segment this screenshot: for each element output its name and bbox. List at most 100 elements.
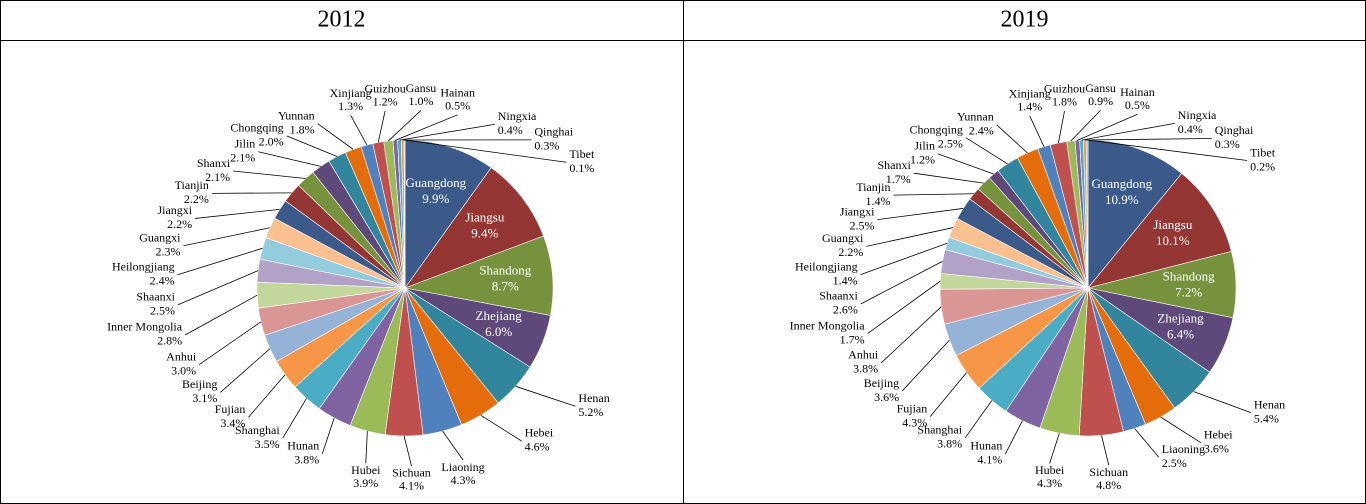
slice-label: Beijing [182,377,217,391]
leader-line [403,435,412,467]
leader-line [1084,138,1212,141]
slice-label: Zhejiang [1157,311,1204,326]
slice-value: 0.3% [1215,137,1240,151]
slice-label: Anhui [166,349,197,363]
slice-value: 3.5% [255,437,280,451]
slice-label: Guizhou [364,81,405,95]
slice-value: 3.8% [937,437,962,451]
slice-label: Heilongjiang [795,259,858,273]
slice-value: 1.3% [338,99,363,113]
leader-line [1070,109,1101,142]
slice-value: 0.1% [569,161,594,175]
slice-label: Hubei [1035,463,1065,477]
slice-value: 9.4% [471,226,498,241]
slice-value: 2.4% [150,273,175,287]
slice-value: 5.2% [578,405,603,419]
leader-line [877,208,964,221]
slice-label: Fujian [215,402,246,416]
slice-label: Yunnan [278,108,315,122]
leader-line [321,417,335,454]
slice-label: Hebei [1204,427,1233,441]
leader-line [929,372,967,417]
slice-value: 3.8% [294,453,319,467]
slice-value: 1.8% [290,122,315,136]
slice-label: Tianjin [175,178,209,192]
leader-line [1087,139,1248,161]
slice-label: Inner Mongolia [107,320,183,334]
slice-value: 3.8% [853,362,878,376]
pie-slice [404,167,544,289]
slice-value: 1.7% [886,172,911,186]
panel-title: 2019 [1001,7,1049,33]
slice-value: 1.2% [373,94,398,108]
leader-line [220,348,271,393]
leader-line [1049,433,1060,464]
leader-line [1101,435,1110,466]
slice-label: Inner Mongolia [790,318,866,332]
slice-value: 2.2% [184,192,209,206]
slice-label: Shandong [1163,269,1216,284]
slice-label: Hainan [440,86,475,100]
slice-label: Guangxi [822,231,864,245]
leader-line [395,114,458,141]
slice-value: 2.1% [205,170,230,184]
leader-line [937,153,994,175]
leader-line [893,193,974,196]
slice-value: 0.9% [1088,94,1113,108]
leader-line [1005,420,1023,455]
slice-label: Jiangsu [465,210,505,225]
leader-line [1160,416,1202,443]
leader-line [964,400,993,439]
slice-label: Tianjin [856,180,890,194]
slice-value: 4.1% [977,453,1002,467]
slice-label: Sichuan [392,466,431,480]
leader-line [177,270,259,306]
leader-line [860,261,943,305]
slice-label: Hubei [351,463,381,477]
slice-label: Ningxia [498,109,537,123]
leader-line [177,247,263,276]
slice-value: 1.2% [910,153,935,167]
leader-line [1058,110,1065,144]
slice-label: Shanxi [877,158,911,172]
slice-value: 8.7% [492,278,519,293]
leader-line [1029,115,1045,147]
leader-line [258,151,321,167]
slice-value: 7.2% [1175,285,1202,300]
leader-line [480,414,522,442]
slice-label: Henan [578,391,609,405]
slice-value: 2.5% [849,218,874,232]
leader-line [1081,122,1175,141]
leader-line [1077,113,1138,141]
leader-line [286,135,338,157]
slice-value: 1.4% [833,273,858,287]
slice-value: 2.4% [969,124,994,138]
slice-label: Shaanxi [819,289,858,303]
leader-line [365,431,368,464]
slice-label: Shanghai [235,423,280,437]
leader-line [350,114,368,146]
slice-label: Guizhou [1044,82,1085,96]
slice-value: 3.1% [192,391,217,405]
slice-value: 0.3% [534,139,559,153]
slice-value: 1.7% [840,332,865,346]
slice-label: Sichuan [1089,465,1128,479]
slice-label: Xinjiang [330,86,372,100]
slice-value: 2.5% [938,136,963,150]
slice-value: 10.9% [1105,192,1139,207]
slice-value: 1.4% [865,194,890,208]
slice-value: 5.4% [1254,411,1279,425]
slice-label: Guangdong [1091,176,1152,191]
slice-label: Ningxia [1178,108,1217,122]
panel-title: 2012 [318,7,366,33]
slice-label: Hebei [525,426,554,440]
slice-label: Liaoning [1162,442,1205,456]
slice-value: 9.9% [422,191,449,206]
slice-value: 2.5% [150,303,175,317]
slice-label: Guangxi [139,230,181,244]
slice-label: Shanghai [917,423,962,437]
slice-value: 1.8% [1052,95,1077,109]
slice-label: Shanxi [197,156,231,170]
slice-label: Jiangxi [157,203,192,217]
